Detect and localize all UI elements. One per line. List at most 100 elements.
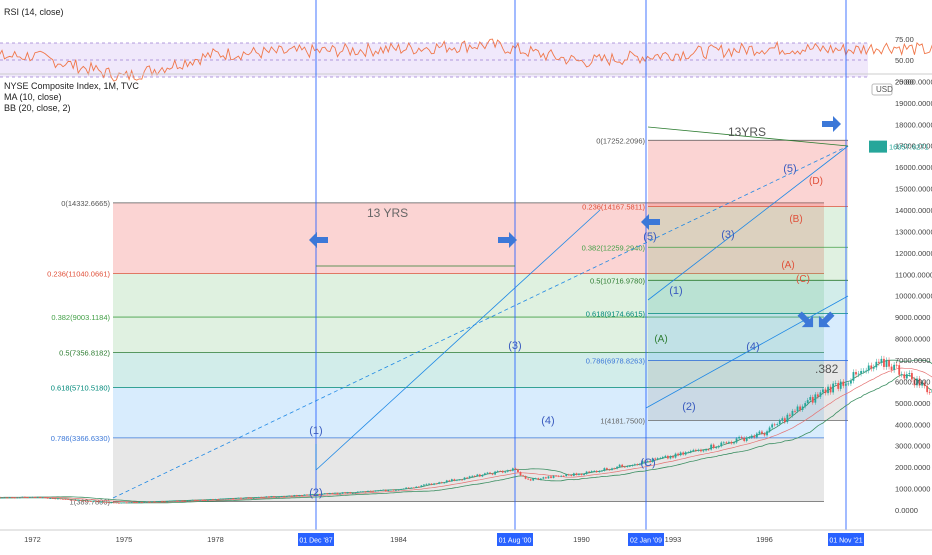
candle-body xyxy=(507,470,509,471)
candle-body xyxy=(634,464,636,465)
wave-label-blue: (3) xyxy=(508,340,521,352)
price-tick-label: 9000.0000 xyxy=(895,313,930,322)
time-tick-label: 1984 xyxy=(390,535,407,544)
candle-body xyxy=(62,499,64,500)
time-highlight-label: 02 Jan '09 xyxy=(630,538,662,545)
candle-body xyxy=(858,374,860,375)
wave-label-blue: (5) xyxy=(783,163,796,175)
candle-body xyxy=(4,498,6,499)
candle-body xyxy=(469,476,471,478)
candle-body xyxy=(814,394,816,402)
candle-body xyxy=(817,394,819,396)
candle-body xyxy=(306,495,308,496)
price-tick-label: 1000.0000 xyxy=(895,485,930,494)
candle-body xyxy=(413,488,415,489)
candle-body xyxy=(149,502,151,503)
candle-body xyxy=(629,466,631,467)
candle-body xyxy=(873,367,875,368)
price-tick-label: 14000.0000 xyxy=(895,206,932,215)
candle-body xyxy=(558,476,560,477)
candle-body xyxy=(456,480,458,481)
time-tick-label: 1975 xyxy=(116,535,133,544)
candle-body xyxy=(52,498,54,499)
candle-body xyxy=(675,454,677,458)
candle-body xyxy=(187,501,189,502)
candle-body xyxy=(367,491,369,492)
candle-body xyxy=(123,502,125,503)
candle-body xyxy=(146,502,148,503)
candle-body xyxy=(151,501,153,502)
candle-body xyxy=(54,498,56,499)
candle-body xyxy=(166,501,168,502)
candle-body xyxy=(189,500,191,501)
wave-label-blue: (1) xyxy=(669,285,682,297)
fib-right-zone xyxy=(648,247,848,280)
candle-body xyxy=(202,500,204,501)
candle-body xyxy=(459,480,461,481)
candle-body xyxy=(764,434,766,436)
candle-body xyxy=(347,492,349,493)
candle-body xyxy=(268,496,270,497)
candle-body xyxy=(845,384,847,386)
candle-body xyxy=(293,495,295,496)
candle-body xyxy=(271,496,273,497)
fib-right-level-label: 0(17252.2096) xyxy=(596,136,645,145)
time-highlight-label: 01 Aug '00 xyxy=(499,538,532,545)
candle-body xyxy=(441,482,443,483)
candle-body xyxy=(484,473,486,475)
candle-body xyxy=(448,480,450,481)
candle-body xyxy=(156,501,158,502)
fib-right-zone xyxy=(648,313,848,360)
candle-body xyxy=(377,490,379,491)
candle-body xyxy=(799,407,801,410)
candle-body xyxy=(822,389,824,392)
candle-body xyxy=(718,446,720,447)
candle-body xyxy=(619,465,621,467)
candle-body xyxy=(527,479,529,480)
candle-body xyxy=(573,473,575,475)
candle-body xyxy=(837,383,839,389)
price-tick-label: 11000.0000 xyxy=(895,270,932,279)
candle-body xyxy=(1,498,3,499)
candle-body xyxy=(794,411,796,412)
candle-body xyxy=(743,438,745,441)
candle-body xyxy=(664,456,666,457)
candle-body xyxy=(530,479,532,480)
time-tick-label: 1978 xyxy=(207,535,224,544)
candle-body xyxy=(512,468,514,470)
candle-body xyxy=(337,493,339,494)
candle-body xyxy=(464,478,466,480)
candle-body xyxy=(222,499,224,500)
candle-body xyxy=(603,468,605,471)
candle-body xyxy=(395,490,397,491)
currency-badge[interactable]: USD xyxy=(876,85,893,94)
candle-body xyxy=(70,500,72,501)
candle-body xyxy=(72,500,74,501)
candle-body xyxy=(842,382,844,386)
candle-body xyxy=(354,493,356,494)
ratio-label: .382 xyxy=(815,362,839,376)
candle-body xyxy=(387,490,389,491)
candle-body xyxy=(159,501,161,502)
price-tick-label: 13000.0000 xyxy=(895,227,932,236)
candle-body xyxy=(207,500,209,501)
candle-body xyxy=(494,472,496,475)
fib-left-level-label: 0.786(3366.6330) xyxy=(51,434,111,443)
candle-body xyxy=(438,482,440,483)
candle-body xyxy=(121,503,123,504)
candle-body xyxy=(11,497,13,498)
candle-body xyxy=(431,484,433,485)
candle-body xyxy=(14,498,16,499)
candle-body xyxy=(657,458,659,459)
candle-body xyxy=(32,497,34,498)
candle-body xyxy=(700,450,702,451)
candle-body xyxy=(19,497,21,498)
candle-body xyxy=(6,498,8,499)
price-tick-label: 5000.0000 xyxy=(895,399,930,408)
candle-body xyxy=(428,484,430,485)
candle-body xyxy=(263,497,265,498)
candle-body xyxy=(753,436,755,438)
candle-body xyxy=(621,465,623,467)
